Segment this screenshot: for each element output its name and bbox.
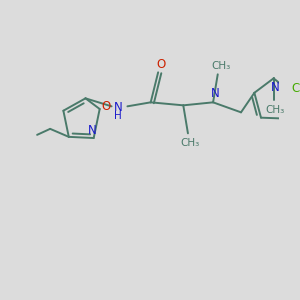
Text: CH₃: CH₃ — [265, 105, 284, 115]
Text: N: N — [88, 124, 96, 136]
Text: O: O — [102, 100, 111, 112]
Text: O: O — [156, 58, 166, 71]
Text: N: N — [114, 101, 122, 114]
Text: CH₃: CH₃ — [212, 61, 231, 71]
Text: N: N — [271, 81, 280, 94]
Text: H: H — [114, 111, 122, 121]
Text: CH₃: CH₃ — [180, 138, 200, 148]
Text: Cl: Cl — [291, 82, 300, 95]
Text: N: N — [211, 87, 219, 100]
